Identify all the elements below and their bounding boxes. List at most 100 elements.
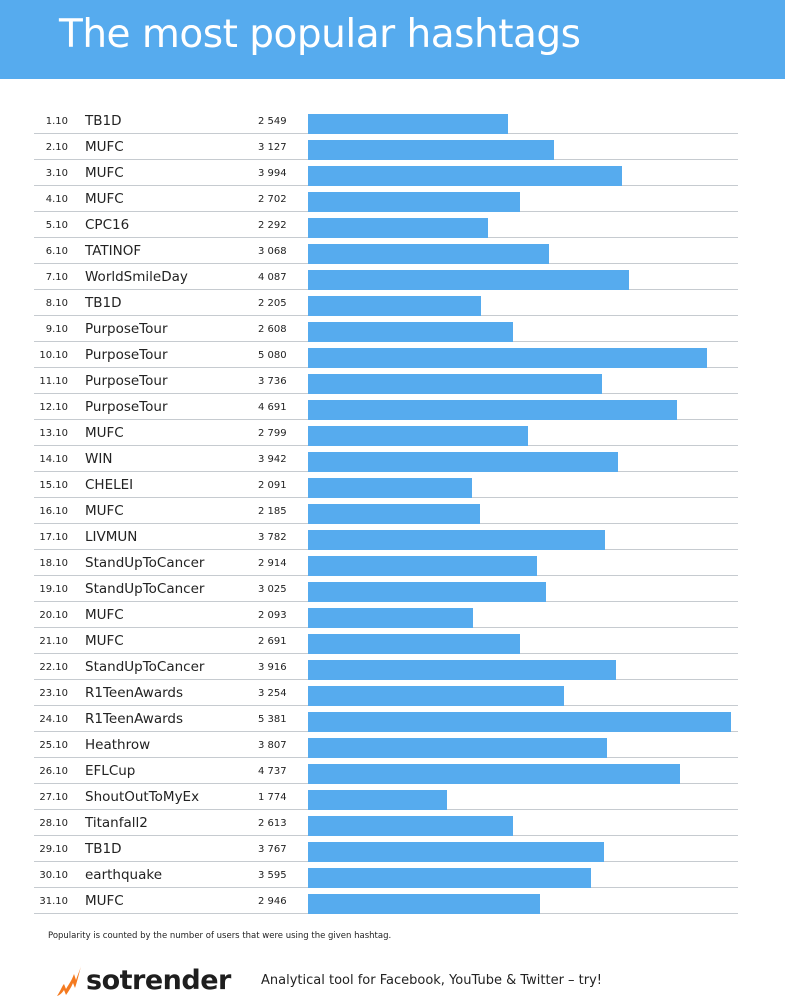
- row-hashtag: StandUpToCancer: [85, 581, 205, 597]
- row-hashtag: StandUpToCancer: [85, 555, 205, 571]
- row-hashtag: EFLCup: [85, 763, 136, 779]
- row-date: 9.10: [45, 324, 68, 335]
- row-date: 22.10: [39, 662, 68, 673]
- chart-row: 30.10 earthquake 3 595: [0, 862, 785, 888]
- row-date: 24.10: [39, 714, 68, 725]
- row-bar: [308, 868, 591, 888]
- row-date: 7.10: [45, 272, 68, 283]
- chart-row: 3.10 MUFC 3 994: [0, 160, 785, 186]
- row-hashtag: TB1D: [85, 295, 122, 311]
- row-value-label: 5 080: [258, 350, 287, 361]
- row-hashtag: MUFC: [85, 425, 124, 441]
- row-bar: [308, 400, 677, 420]
- sotrender-logo[interactable]: sotrender: [52, 962, 242, 1002]
- row-bar: [308, 582, 546, 602]
- chart-row: 9.10 PurposeTour 2 608: [0, 316, 785, 342]
- row-value-label: 3 736: [258, 376, 287, 387]
- row-hashtag: ShoutOutToMyEx: [85, 789, 200, 805]
- row-bar: [308, 140, 554, 160]
- chart-row: 1.10 TB1D 2 549: [0, 108, 785, 134]
- chart-row: 31.10 MUFC 2 946: [0, 888, 785, 914]
- row-bar: [308, 764, 680, 784]
- row-hashtag: PurposeTour: [85, 321, 168, 337]
- row-value-label: 3 025: [258, 584, 287, 595]
- row-value-label: 2 091: [258, 480, 287, 491]
- row-hashtag: R1TeenAwards: [85, 685, 184, 701]
- row-bar: [308, 114, 508, 134]
- row-value-label: 4 691: [258, 402, 287, 413]
- row-hashtag: WIN: [85, 451, 113, 467]
- row-hashtag: MUFC: [85, 503, 124, 519]
- row-hashtag: TATINOF: [85, 243, 142, 259]
- row-value-label: 2 613: [258, 818, 287, 829]
- row-hashtag: CPC16: [85, 217, 130, 233]
- row-date: 23.10: [39, 688, 68, 699]
- row-bar: [308, 478, 472, 498]
- chart-row: 16.10 MUFC 2 185: [0, 498, 785, 524]
- chart-row: 28.10 Titanfall2 2 613: [0, 810, 785, 836]
- row-date: 17.10: [39, 532, 68, 543]
- chart-row: 26.10 EFLCup 4 737: [0, 758, 785, 784]
- chart-row: 13.10 MUFC 2 799: [0, 420, 785, 446]
- row-hashtag: MUFC: [85, 633, 124, 649]
- chart-row: 5.10 CPC16 2 292: [0, 212, 785, 238]
- row-value-label: 2 799: [258, 428, 287, 439]
- row-value-label: 3 916: [258, 662, 287, 673]
- tagline-link[interactable]: Analytical tool for Facebook, YouTube & …: [261, 973, 603, 988]
- chart-row: 24.10 R1TeenAwards 5 381: [0, 706, 785, 732]
- row-date: 20.10: [39, 610, 68, 621]
- row-value-label: 2 608: [258, 324, 287, 335]
- row-date: 30.10: [39, 870, 68, 881]
- row-hashtag: Titanfall2: [85, 815, 148, 831]
- row-date: 19.10: [39, 584, 68, 595]
- row-value-label: 2 549: [258, 116, 287, 127]
- row-bar: [308, 634, 520, 654]
- row-hashtag: MUFC: [85, 165, 124, 181]
- row-date: 6.10: [45, 246, 68, 257]
- row-date: 27.10: [39, 792, 68, 803]
- row-bar: [308, 660, 616, 680]
- row-bar: [308, 530, 605, 550]
- chart-row: 23.10 R1TeenAwards 3 254: [0, 680, 785, 706]
- row-date: 16.10: [39, 506, 68, 517]
- row-date: 13.10: [39, 428, 68, 439]
- row-value-label: 1 774: [258, 792, 287, 803]
- chart-row: 22.10 StandUpToCancer 3 916: [0, 654, 785, 680]
- row-date: 4.10: [45, 194, 68, 205]
- row-value-label: 5 381: [258, 714, 287, 725]
- row-date: 12.10: [39, 402, 68, 413]
- row-value-label: 2 702: [258, 194, 287, 205]
- row-value-label: 3 127: [258, 142, 287, 153]
- row-bar: [308, 790, 447, 810]
- chart-row: 27.10 ShoutOutToMyEx 1 774: [0, 784, 785, 810]
- chart-row: 19.10 StandUpToCancer 3 025: [0, 576, 785, 602]
- row-hashtag: PurposeTour: [85, 373, 168, 389]
- logo-wordmark: sotrender: [86, 965, 231, 996]
- row-date: 29.10: [39, 844, 68, 855]
- chart-row: 10.10 PurposeTour 5 080: [0, 342, 785, 368]
- row-bar: [308, 270, 629, 290]
- row-hashtag: MUFC: [85, 607, 124, 623]
- row-value-label: 2 914: [258, 558, 287, 569]
- chart-row: 21.10 MUFC 2 691: [0, 628, 785, 654]
- chart-row: 12.10 PurposeTour 4 691: [0, 394, 785, 420]
- chart-row: 20.10 MUFC 2 093: [0, 602, 785, 628]
- row-bar: [308, 296, 481, 316]
- row-hashtag: PurposeTour: [85, 399, 168, 415]
- row-date: 31.10: [39, 896, 68, 907]
- row-bar: [308, 738, 607, 758]
- row-hashtag: LIVMUN: [85, 529, 138, 545]
- row-date: 26.10: [39, 766, 68, 777]
- row-bar: [308, 348, 707, 368]
- row-bar: [308, 894, 540, 914]
- chart-row: 11.10 PurposeTour 3 736: [0, 368, 785, 394]
- row-value-label: 2 691: [258, 636, 287, 647]
- row-value-label: 3 254: [258, 688, 287, 699]
- row-bar: [308, 244, 549, 264]
- row-date: 14.10: [39, 454, 68, 465]
- chart-row: 17.10 LIVMUN 3 782: [0, 524, 785, 550]
- row-bar: [308, 322, 513, 342]
- row-date: 15.10: [39, 480, 68, 491]
- row-date: 1.10: [45, 116, 68, 127]
- row-value-label: 4 737: [258, 766, 287, 777]
